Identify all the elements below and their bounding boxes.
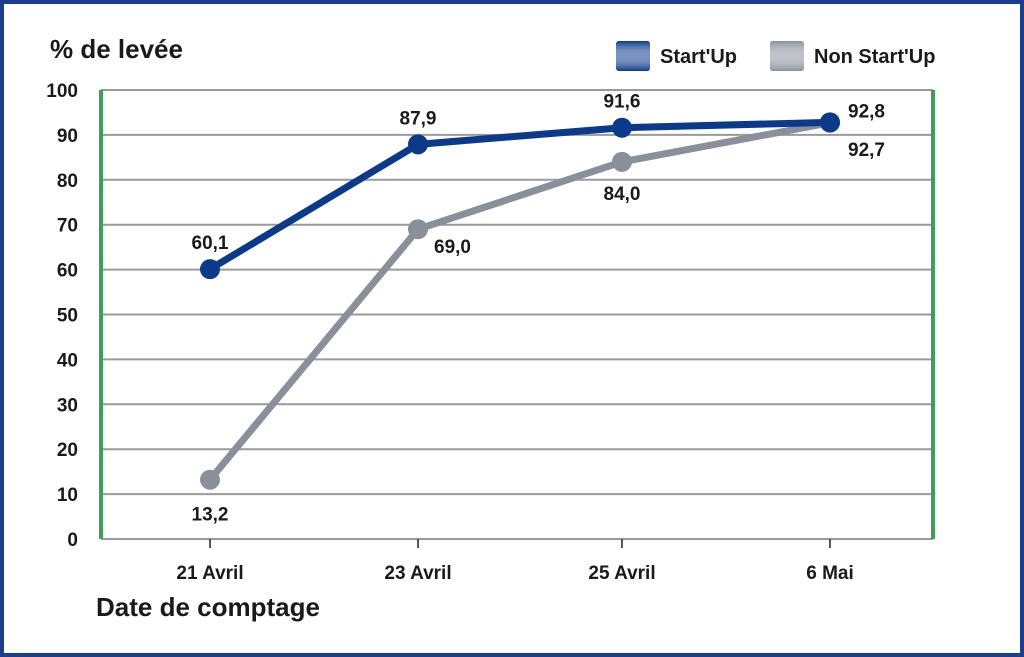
x-axis-title: Date de comptage: [96, 592, 320, 622]
y-tick-label: 10: [57, 485, 78, 506]
x-tick-label: 23 Avril: [384, 563, 451, 584]
y-tick-label: 40: [57, 350, 78, 371]
series-points: [200, 112, 840, 490]
series-line-startup: [206, 118, 834, 273]
x-tick-label: 21 Avril: [176, 563, 243, 584]
y-tick-label: 50: [57, 306, 78, 327]
legend-item-non-startup: Non Start'Up: [770, 41, 935, 71]
point-startup: [612, 117, 632, 138]
y-tick-label: 0: [67, 530, 78, 551]
legend-swatch-sheen: [770, 41, 804, 71]
x-tick-labels: 21 Avril 23 Avril 25 Avril 6 Mai: [176, 563, 853, 584]
point-non-startup: [408, 219, 428, 240]
data-labels: 60,1 87,9 91,6 92,8 13,2 69,0 84,0 92,7: [192, 92, 885, 526]
data-label-startup: 92,8: [848, 101, 885, 122]
data-label-non-startup: 13,2: [192, 505, 229, 526]
data-label-non-startup: 84,0: [604, 184, 641, 205]
y-tick-label: 30: [57, 395, 78, 416]
legend: Start'Up Non Start'Up: [616, 41, 935, 71]
point-non-startup: [612, 151, 632, 172]
series-line-non-startup: [206, 119, 834, 484]
x-tick-label: 6 Mai: [806, 563, 854, 584]
legend-swatch-sheen: [616, 41, 650, 71]
x-tick-label: 25 Avril: [588, 563, 655, 584]
y-tick-labels: 0 10 20 30 40 50 60 70 80 90 100: [46, 81, 78, 551]
point-startup: [820, 112, 840, 133]
y-tick-label: 70: [57, 216, 78, 237]
y-tick-label: 60: [57, 261, 78, 282]
point-startup: [200, 259, 220, 280]
point-startup: [408, 134, 428, 155]
y-tick-label: 20: [57, 440, 78, 461]
legend-label-startup: Start'Up: [660, 46, 737, 68]
point-non-startup: [200, 469, 220, 490]
y-tick-label: 100: [46, 81, 78, 102]
legend-label-non-startup: Non Start'Up: [814, 46, 935, 68]
axes: [99, 90, 935, 548]
y-tick-label: 90: [57, 126, 78, 147]
data-label-startup: 60,1: [192, 233, 229, 254]
data-label-startup: 87,9: [400, 108, 437, 129]
grid-lines: [101, 89, 933, 496]
legend-item-startup: Start'Up: [616, 41, 737, 71]
series-lines: [206, 118, 834, 484]
data-label-non-startup: 92,7: [848, 140, 885, 161]
y-axis-title: % de levée: [50, 34, 183, 64]
data-label-non-startup: 69,0: [434, 237, 471, 258]
data-label-startup: 91,6: [604, 92, 641, 113]
y-tick-label: 80: [57, 171, 78, 192]
